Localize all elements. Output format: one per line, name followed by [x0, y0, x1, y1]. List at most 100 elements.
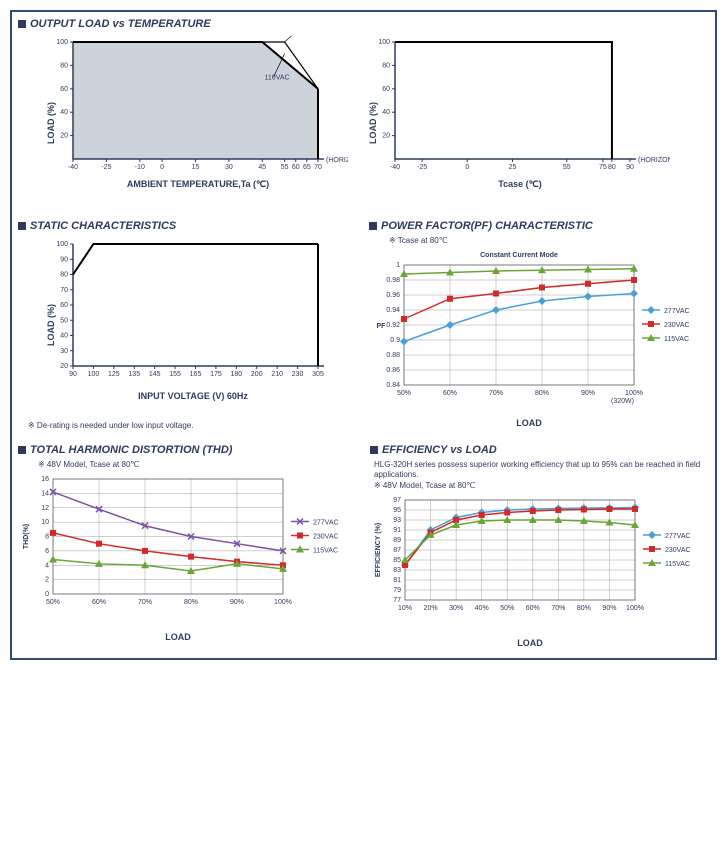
svg-text:110VAC: 110VAC	[265, 74, 290, 81]
svg-text:10%: 10%	[398, 605, 412, 612]
svg-text:60%: 60%	[526, 605, 540, 612]
svg-text:277VAC: 277VAC	[313, 520, 339, 527]
svg-text:230VAC: 230VAC	[293, 34, 319, 36]
svg-text:100: 100	[88, 371, 100, 378]
svg-text:81: 81	[393, 577, 401, 584]
svg-text:-25: -25	[101, 164, 111, 171]
svg-text:12: 12	[41, 505, 49, 512]
svg-text:(HORIZONTAL): (HORIZONTAL)	[326, 157, 348, 164]
svg-text:50: 50	[60, 317, 68, 324]
svg-text:115VAC: 115VAC	[665, 561, 690, 568]
svg-text:135: 135	[128, 371, 140, 378]
svg-text:-10: -10	[135, 164, 145, 171]
svg-text:6: 6	[45, 548, 49, 555]
svg-text:0.94: 0.94	[386, 307, 400, 314]
chart-static: LOAD (%) 2030405060708090100901001251351…	[48, 236, 357, 401]
svg-text:55: 55	[563, 164, 571, 171]
svg-text:95: 95	[393, 507, 401, 514]
desc-eff: HLG-320H series possess superior working…	[374, 460, 710, 479]
svg-text:40: 40	[60, 109, 68, 116]
svg-text:100: 100	[56, 39, 68, 46]
svg-text:85: 85	[393, 557, 401, 564]
note-pf: ※ Tcase at 80℃	[389, 236, 709, 245]
svg-text:4: 4	[45, 562, 49, 569]
svg-text:THD(%): THD(%)	[23, 524, 30, 549]
chart-load-vs-tcase: LOAD (%) 20406080100-40-2502555758090(HO…	[370, 34, 670, 190]
svg-text:210: 210	[271, 371, 283, 378]
svg-text:87: 87	[393, 547, 401, 554]
svg-text:115VAC: 115VAC	[664, 336, 689, 343]
svg-text:0.9: 0.9	[390, 337, 400, 344]
svg-text:0.84: 0.84	[386, 382, 400, 389]
svg-text:155: 155	[169, 371, 181, 378]
svg-text:0: 0	[160, 164, 164, 171]
svg-text:80%: 80%	[577, 605, 591, 612]
svg-text:90: 90	[626, 164, 634, 171]
svg-text:230VAC: 230VAC	[313, 534, 339, 541]
svg-text:100: 100	[378, 39, 390, 46]
svg-text:125: 125	[108, 371, 120, 378]
svg-text:PF: PF	[377, 323, 387, 330]
svg-text:165: 165	[190, 371, 202, 378]
svg-text:93: 93	[393, 517, 401, 524]
svg-text:90: 90	[60, 256, 68, 263]
svg-text:70: 70	[60, 287, 68, 294]
svg-text:80: 80	[60, 272, 68, 279]
svg-text:97: 97	[393, 497, 401, 504]
svg-text:90%: 90%	[230, 599, 244, 606]
svg-text:90%: 90%	[581, 390, 595, 397]
svg-text:77: 77	[393, 597, 401, 604]
svg-text:60: 60	[382, 86, 390, 93]
svg-text:89: 89	[393, 537, 401, 544]
svg-text:80%: 80%	[184, 599, 198, 606]
svg-text:55: 55	[281, 164, 289, 171]
svg-text:14: 14	[41, 490, 49, 497]
svg-text:30: 30	[60, 348, 68, 355]
svg-text:30%: 30%	[449, 605, 463, 612]
svg-text:10: 10	[41, 519, 49, 526]
section-title-thd: TOTAL HARMONIC DISTORTION (THD)	[18, 444, 358, 456]
svg-text:100%: 100%	[626, 605, 644, 612]
svg-text:20%: 20%	[424, 605, 438, 612]
svg-text:200: 200	[251, 371, 263, 378]
note-thd: ※ 48V Model, Tcase at 80℃	[38, 460, 358, 469]
svg-text:20: 20	[60, 363, 68, 370]
svg-text:15: 15	[192, 164, 200, 171]
svg-text:180: 180	[230, 371, 242, 378]
svg-text:25: 25	[509, 164, 517, 171]
svg-text:70%: 70%	[551, 605, 565, 612]
svg-text:80%: 80%	[535, 390, 549, 397]
svg-text:0.92: 0.92	[386, 322, 400, 329]
section-title-pf: POWER FACTOR(PF) CHARACTERISTIC	[369, 220, 709, 232]
chart-load-vs-temp: LOAD (%) 20406080100-40-25-1001530455560…	[48, 34, 348, 190]
svg-text:20: 20	[382, 133, 390, 140]
svg-text:70%: 70%	[489, 390, 503, 397]
svg-text:75: 75	[599, 164, 607, 171]
svg-text:45: 45	[258, 164, 266, 171]
svg-text:0: 0	[465, 164, 469, 171]
section-title-eff: EFFICIENCY vs LOAD	[370, 444, 710, 456]
svg-text:60: 60	[60, 302, 68, 309]
svg-text:0: 0	[45, 591, 49, 598]
svg-text:-40: -40	[68, 164, 78, 171]
svg-text:80: 80	[608, 164, 616, 171]
section-title-static: STATIC CHARACTERISTICS	[18, 220, 357, 232]
note-derating: ※ De-rating is needed under low input vo…	[28, 421, 357, 430]
svg-text:2: 2	[45, 577, 49, 584]
svg-text:277VAC: 277VAC	[664, 308, 690, 315]
svg-text:65: 65	[303, 164, 311, 171]
svg-text:30: 30	[225, 164, 233, 171]
svg-text:230: 230	[292, 371, 304, 378]
page-frame: OUTPUT LOAD vs TEMPERATURE LOAD (%) 2040…	[10, 10, 717, 660]
svg-text:70: 70	[314, 164, 322, 171]
svg-text:-40: -40	[390, 164, 400, 171]
svg-text:100: 100	[56, 241, 68, 248]
svg-text:305: 305	[312, 371, 324, 378]
chart-thd: 024681012141650%60%70%80%90%100%THD(%)27…	[18, 471, 358, 642]
svg-text:50%: 50%	[397, 390, 411, 397]
chart-eff: 777981838587899193959710%20%30%40%50%60%…	[370, 492, 710, 648]
svg-text:40%: 40%	[475, 605, 489, 612]
svg-text:50%: 50%	[500, 605, 514, 612]
svg-text:0.98: 0.98	[386, 277, 400, 284]
svg-text:0.88: 0.88	[386, 352, 400, 359]
